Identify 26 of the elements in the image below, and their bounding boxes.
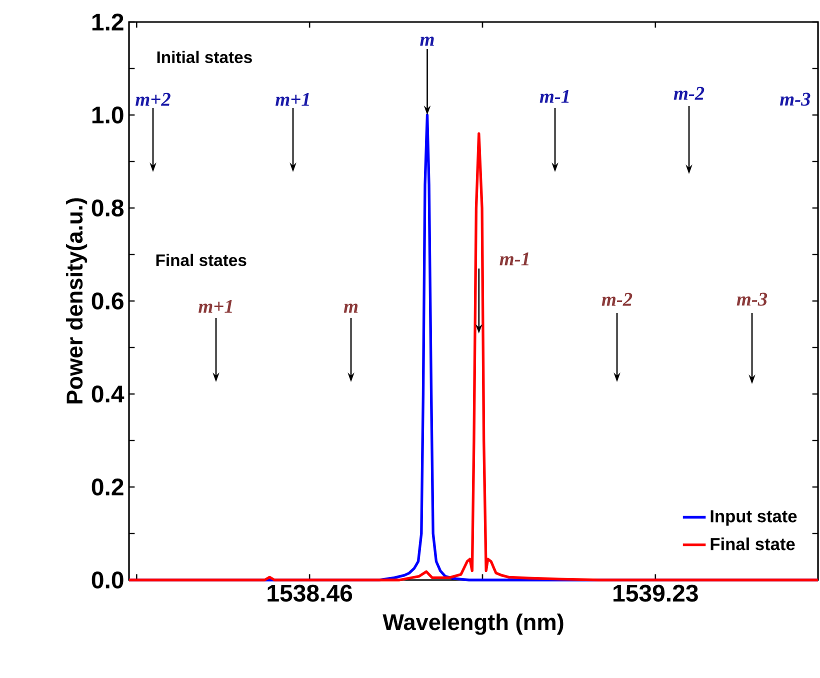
annotation: Final states bbox=[156, 254, 246, 266]
y-tick-label: 0.4 bbox=[92, 385, 124, 402]
text: 1.0 bbox=[92, 106, 124, 124]
x-axis-title: Wavelength (nm) bbox=[382, 614, 564, 635]
annotation: m+1 bbox=[276, 92, 309, 106]
annotation: m bbox=[344, 304, 358, 313]
y-tick-label: 0.2 bbox=[92, 478, 124, 496]
y-tick-label: 0.6 bbox=[92, 292, 124, 310]
annotation: m-3 bbox=[736, 292, 768, 306]
y-tick-label: 0.8 bbox=[92, 199, 124, 216]
y-axis-title: Power density(a.u.) bbox=[66, 198, 88, 404]
x-tick-label: 1538.46 bbox=[268, 584, 352, 602]
annotation: m+2 bbox=[136, 92, 170, 106]
annotation: Initial states bbox=[157, 50, 252, 64]
annotation: m-2 bbox=[602, 292, 632, 306]
annotation: m bbox=[420, 36, 434, 46]
annotation: m-1 bbox=[500, 252, 529, 266]
text: 0.0 bbox=[92, 571, 124, 588]
annotation: m+1 bbox=[198, 300, 232, 313]
annotation: m-3 bbox=[780, 92, 810, 106]
annotation: m-1 bbox=[540, 90, 569, 103]
legend-label: Final state bbox=[710, 538, 795, 550]
x-tick-label: 1539.23 bbox=[614, 584, 698, 602]
legend-label: Input state bbox=[710, 510, 797, 526]
y-tick-label: 1.2 bbox=[92, 14, 124, 30]
annotation: m-2 bbox=[674, 86, 704, 100]
